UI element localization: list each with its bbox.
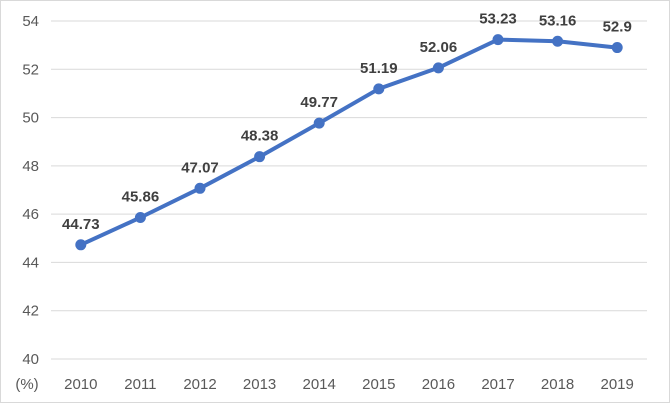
data-label: 52.06 [420, 39, 458, 56]
y-tick-label: 44 [22, 254, 39, 271]
y-axis-unit-label: (%) [15, 376, 38, 393]
series-line-path [78, 37, 620, 247]
x-tick-label: 2010 [64, 376, 97, 393]
data-point [134, 212, 146, 224]
data-label: 45.86 [122, 189, 160, 206]
data-point [254, 151, 266, 163]
y-tick-label: 52 [22, 61, 39, 78]
data-label: 53.16 [539, 12, 577, 29]
data-point [611, 42, 623, 54]
x-tick-label: 2012 [183, 376, 216, 393]
y-tick-label: 50 [22, 110, 39, 127]
data-label: 48.38 [241, 128, 279, 145]
data-label: 51.19 [360, 60, 398, 77]
x-tick-label: 2011 [124, 376, 156, 393]
data-labels: 44.73 45.86 47.07 48.38 49.77 51.19 52.06 53.23… [62, 11, 632, 233]
data-label: 49.77 [300, 94, 338, 111]
data-point [432, 62, 444, 74]
data-label: 44.73 [62, 216, 100, 233]
y-tick-label: 48 [22, 158, 39, 175]
data-label: 52.9 [603, 19, 632, 36]
data-point [194, 182, 206, 194]
y-axis-ticks: 40 42 44 46 48 50 52 54 [22, 13, 39, 368]
data-point [552, 35, 564, 47]
data-label: 53.23 [479, 11, 517, 28]
data-point [373, 83, 385, 95]
x-tick-label: 2018 [541, 376, 574, 393]
data-point [75, 239, 87, 251]
y-tick-label: 54 [22, 13, 39, 30]
data-label: 47.07 [181, 159, 219, 176]
data-point [313, 117, 325, 129]
x-axis-ticks: 2010 2011 2012 2013 2014 2015 2016 2017 2018 2019 [64, 376, 634, 393]
x-tick-label: 2019 [601, 376, 634, 393]
x-tick-label: 2015 [362, 376, 395, 393]
y-tick-label: 42 [22, 303, 39, 320]
y-tick-label: 40 [22, 351, 39, 368]
data-point [492, 34, 504, 46]
x-tick-label: 2017 [481, 376, 514, 393]
x-tick-label: 2013 [243, 376, 276, 393]
x-tick-label: 2014 [303, 376, 336, 393]
x-tick-label: 2016 [422, 376, 455, 393]
series-line [78, 37, 620, 247]
data-points [75, 34, 623, 251]
y-tick-label: 46 [22, 206, 39, 223]
